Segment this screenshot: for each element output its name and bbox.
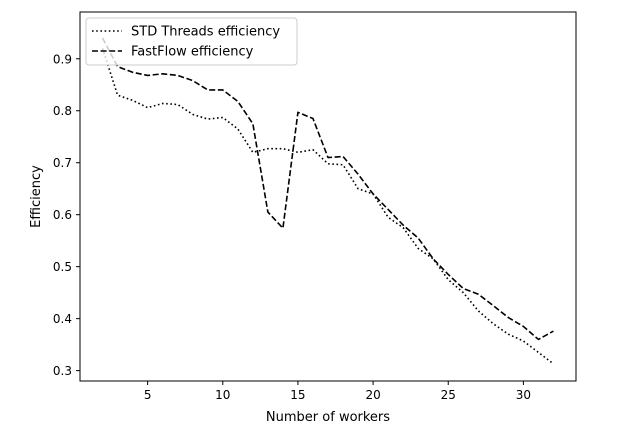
x-tick-label: 25: [441, 388, 456, 402]
plot-area: [80, 12, 576, 381]
x-tick-label: 10: [215, 388, 230, 402]
plot-frame: [79, 11, 577, 382]
x-axis: 5 10 15 20 25 30: [144, 381, 531, 402]
legend: STD Threads efficiency FastFlow efficien…: [85, 17, 298, 66]
legend-label-std-threads: STD Threads efficiency: [131, 25, 280, 40]
legend-label-fastflow: FastFlow efficiency: [131, 45, 254, 60]
series-layer: [101, 37, 554, 365]
series-line-fastflow: [101, 37, 554, 341]
x-tick-label: 15: [290, 388, 305, 402]
y-tick-label: 0.8: [53, 104, 72, 118]
x-axis-label: Number of workers: [266, 410, 390, 425]
y-axis-label: Efficiency: [29, 165, 44, 228]
x-tick-label: 5: [144, 388, 152, 402]
x-tick-label: 20: [365, 388, 380, 402]
y-tick-label: 0.5: [53, 260, 72, 274]
y-tick-label: 0.4: [53, 312, 72, 326]
y-tick-label: 0.6: [53, 208, 72, 222]
y-tick-label: 0.3: [53, 364, 72, 378]
legend-box: [85, 17, 298, 66]
y-tick-label: 0.7: [53, 156, 72, 170]
y-tick-label: 0.9: [53, 52, 72, 66]
x-tick-label: 30: [516, 388, 531, 402]
y-axis: 0.3 0.4 0.5 0.6 0.7 0.8 0.9: [53, 52, 80, 378]
